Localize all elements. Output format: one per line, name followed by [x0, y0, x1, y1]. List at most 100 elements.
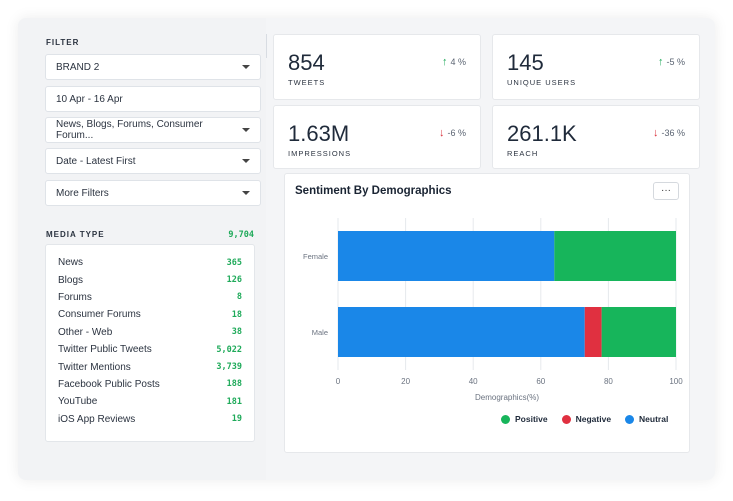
- stat-change: ↑ 4 %: [442, 56, 466, 68]
- sort-select[interactable]: Date - Latest First: [45, 148, 261, 174]
- stat-card-reach: 261.1K REACH ↓ -36 %: [492, 105, 700, 169]
- x-axis-label: Demographics(%): [475, 393, 539, 402]
- chart-bars: [338, 231, 676, 357]
- legend-dot-neutral: [625, 414, 635, 424]
- stat-change: ↑ -5 %: [658, 56, 685, 68]
- filter-title: FILTER: [46, 38, 80, 47]
- list-item[interactable]: News 365: [58, 254, 242, 271]
- sentiment-chart-panel: Sentiment By Demographics ··· 0 20 40 60 80 1…: [284, 173, 690, 453]
- legend-dot-positive: [501, 414, 510, 424]
- list-item-count: 8: [236, 292, 242, 303]
- list-item-count: 19: [231, 414, 242, 425]
- sort-select-value: Date - Latest First: [56, 155, 136, 167]
- brand-select-value: BRAND 2: [56, 61, 100, 73]
- list-item[interactable]: YouTube 181: [58, 393, 242, 410]
- stat-card-impressions: 1.63M IMPRESSIONS ↓ -6 %: [273, 105, 481, 169]
- stat-change-value: -6 %: [447, 128, 466, 138]
- y-tick-label: Female: [303, 252, 328, 261]
- x-tick-label: 20: [401, 377, 410, 386]
- list-item-label: Blogs: [58, 274, 84, 286]
- sources-select-value: News, Blogs, Forums, Consumer Forum...: [56, 119, 203, 141]
- stat-change-value: 4 %: [450, 57, 466, 67]
- legend-item-negative[interactable]: Negative: [561, 414, 612, 424]
- sources-select[interactable]: News, Blogs, Forums, Consumer Forum...: [45, 117, 261, 143]
- chevron-down-icon: [242, 159, 250, 163]
- arrow-up-icon: ↑: [441, 56, 448, 68]
- list-item-label: Twitter Public Tweets: [58, 344, 152, 356]
- chart-menu-button[interactable]: ···: [653, 182, 679, 200]
- x-tick-label: 80: [604, 377, 613, 386]
- list-item-label: iOS App Reviews: [58, 413, 136, 425]
- bar-positive-male: [601, 307, 676, 357]
- more-horizontal-icon: ···: [661, 185, 671, 196]
- chart-legend: Positive Negative Neutral: [501, 414, 668, 424]
- legend-label: Positive: [515, 414, 548, 424]
- arrow-down-icon: ↓: [652, 127, 659, 139]
- list-item-count: 181: [226, 396, 242, 407]
- list-item-label: Other - Web: [58, 326, 113, 338]
- list-item-label: Facebook Public Posts: [58, 378, 160, 390]
- list-item[interactable]: Consumer Forums 18: [58, 306, 242, 323]
- bar-negative-male: [584, 307, 602, 357]
- list-item[interactable]: Other - Web 38: [58, 324, 242, 341]
- y-tick-label: Male: [312, 328, 328, 337]
- more-filters-label: More Filters: [56, 187, 109, 199]
- list-item[interactable]: Blogs 126: [58, 271, 242, 288]
- stat-card-tweets: 854 TWEETS ↑ 4 %: [273, 34, 481, 100]
- arrow-down-icon: ↓: [438, 127, 445, 139]
- more-filters-select[interactable]: More Filters: [45, 180, 261, 206]
- bar-neutral-male: [338, 307, 585, 357]
- stat-value: 854: [288, 50, 325, 75]
- list-item-count: 5,022: [216, 344, 242, 355]
- x-tick-label: 0: [336, 377, 341, 386]
- stat-change-value: -36 %: [661, 128, 685, 138]
- legend-item-positive[interactable]: Positive: [501, 414, 548, 424]
- x-tick-label: 40: [469, 377, 478, 386]
- legend-label: Negative: [575, 414, 612, 424]
- stat-change: ↓ -6 %: [439, 127, 466, 139]
- stat-value: 145: [507, 50, 544, 75]
- chevron-down-icon: [242, 128, 250, 132]
- list-item-count: 126: [226, 275, 242, 286]
- filter-sidebar: FILTER BRAND 2 10 Apr - 16 Apr News, Blo…: [18, 18, 266, 480]
- list-item-count: 38: [231, 327, 242, 338]
- list-item-label: Twitter Mentions: [58, 361, 131, 373]
- list-item[interactable]: Forums 8: [58, 289, 242, 306]
- stat-label: IMPRESSIONS: [288, 149, 352, 158]
- stat-change: ↓ -36 %: [653, 127, 685, 139]
- list-item-label: Forums: [58, 291, 92, 303]
- legend-item-neutral[interactable]: Neutral: [625, 414, 668, 424]
- list-item-count: 188: [226, 379, 242, 390]
- date-range-input[interactable]: 10 Apr - 16 Apr: [45, 86, 261, 112]
- media-type-title: MEDIA TYPE: [46, 230, 105, 239]
- stat-value: 261.1K: [507, 121, 577, 146]
- list-item-label: YouTube: [58, 396, 98, 408]
- list-item[interactable]: Twitter Mentions 3,739: [58, 358, 242, 375]
- list-item-count: 3,739: [216, 362, 242, 373]
- legend-label: Neutral: [639, 414, 669, 424]
- list-item[interactable]: Facebook Public Posts 188: [58, 376, 242, 393]
- list-item[interactable]: Twitter Public Tweets 5,022: [58, 341, 242, 358]
- chevron-down-icon: [242, 191, 250, 195]
- stat-card-unique-users: 145 UNIQUE USERS ↑ -5 %: [492, 34, 700, 100]
- legend-dot-negative: [561, 414, 571, 424]
- stat-label: UNIQUE USERS: [507, 78, 577, 87]
- list-item-label: Consumer Forums: [58, 309, 141, 321]
- chart-title: Sentiment By Demographics: [295, 185, 452, 197]
- dashboard-frame: FILTER BRAND 2 10 Apr - 16 Apr News, Blo…: [18, 18, 715, 480]
- sentiment-bar-chart: 0 20 40 60 80 100 Demographics(%) Female Male: [303, 218, 683, 402]
- bar-positive-female: [554, 231, 676, 281]
- chevron-down-icon: [242, 65, 250, 69]
- list-item[interactable]: iOS App Reviews 19: [58, 411, 242, 428]
- date-range-value: 10 Apr - 16 Apr: [56, 93, 123, 105]
- stat-value: 1.63M: [288, 121, 350, 146]
- media-type-list: News 365 Blogs 126 Forums 8 Consumer Forums…: [45, 244, 255, 442]
- stat-change-value: -5 %: [666, 57, 685, 67]
- arrow-up-icon: ↑: [657, 56, 664, 68]
- chart-labels: 0 20 40 60 80 100 Demographics(%) Female Male: [303, 252, 683, 402]
- bar-neutral-female: [338, 231, 555, 281]
- brand-select[interactable]: BRAND 2: [45, 54, 261, 80]
- list-item-count: 18: [231, 309, 242, 320]
- stat-label: TWEETS: [288, 78, 326, 87]
- x-tick-label: 60: [536, 377, 545, 386]
